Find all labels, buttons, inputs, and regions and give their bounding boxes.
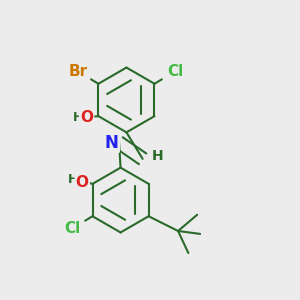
Text: O: O: [80, 110, 93, 125]
Text: Cl: Cl: [167, 64, 183, 80]
Text: Br: Br: [68, 64, 87, 80]
Text: H: H: [73, 111, 83, 124]
Text: H: H: [152, 149, 163, 163]
Text: Cl: Cl: [64, 220, 80, 236]
Text: O: O: [76, 175, 89, 190]
Text: N: N: [105, 134, 119, 152]
Text: H: H: [68, 173, 79, 186]
